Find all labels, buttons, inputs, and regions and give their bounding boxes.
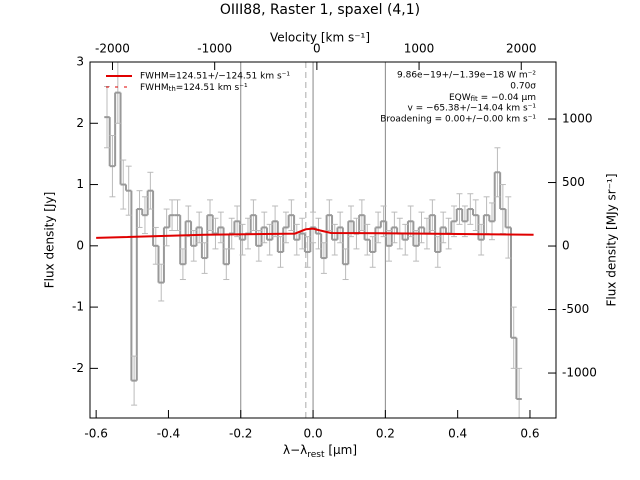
legend-sub: th xyxy=(169,85,176,93)
x-tick-label: -0.4 xyxy=(157,427,180,441)
annotation: EQWfit = −0.04 μm xyxy=(449,93,536,104)
y2-tick-label: 0 xyxy=(562,239,570,253)
x-tick-label: -0.6 xyxy=(84,427,107,441)
y-tick-label: 2 xyxy=(76,116,84,130)
legend-rest: =124.51 km s⁻¹ xyxy=(176,83,248,93)
x-axis-label: λ−λrest [μm] xyxy=(283,443,357,460)
y-tick-label: 3 xyxy=(76,55,84,69)
x2-tick-label: 2000 xyxy=(506,42,537,56)
annotation: Broadening = 0.00+/−0.00 km s⁻¹ xyxy=(380,115,536,125)
x2-tick-label: -1000 xyxy=(197,42,232,56)
model-line xyxy=(96,227,534,239)
eqw-main: EQW xyxy=(449,93,471,103)
y-tick-label: -1 xyxy=(72,300,84,314)
plot-frame xyxy=(89,61,557,419)
legend-main: FWHM xyxy=(140,83,169,93)
legend-label: FWHM=124.51+/−124.51 km s⁻¹ xyxy=(140,72,290,82)
annotation: 0.70σ xyxy=(510,82,536,92)
x-tick-label: 0.0 xyxy=(304,427,323,441)
annotation: v = −65.38+/−14.04 km s⁻¹ xyxy=(407,104,536,114)
x-label-main: λ−λ xyxy=(283,443,307,457)
eqw-sub: fit xyxy=(471,95,478,103)
x2-tick-label: 1000 xyxy=(404,42,435,56)
y2-axis-label: Flux density [MJy sr⁻¹] xyxy=(605,173,619,306)
x-tick-label: 0.6 xyxy=(520,427,539,441)
spectrum xyxy=(103,62,523,418)
x-label-rest: [μm] xyxy=(325,443,358,457)
eqw-rest: = −0.04 μm xyxy=(478,93,536,103)
x-tick-label: 0.2 xyxy=(376,427,395,441)
x-label-sub: rest xyxy=(307,450,325,460)
y-axis-label: Flux density [Jy] xyxy=(43,192,57,289)
y-tick-label: -2 xyxy=(72,361,84,375)
y2-tick-label: -500 xyxy=(562,302,589,316)
x2-tick-label: 0 xyxy=(313,42,321,56)
x2-axis-label: Velocity [km s⁻¹] xyxy=(270,31,370,45)
x-tick-label: 0.4 xyxy=(448,427,467,441)
x-tick-label: -0.2 xyxy=(229,427,252,441)
y2-tick-label: 500 xyxy=(562,175,585,189)
y-tick-label: 1 xyxy=(76,177,84,191)
x2-tick-label: -2000 xyxy=(95,42,130,56)
y2-tick-label: 1000 xyxy=(562,112,593,126)
y2-tick-label: -1000 xyxy=(562,366,597,380)
y-tick-label: 0 xyxy=(76,238,84,252)
chart-title: OIII88, Raster 1, spaxel (4,1) xyxy=(220,2,420,18)
legend-label: FWHMth=124.51 km s⁻¹ xyxy=(140,83,248,94)
annotation: 9.86e−19+/−1.39e−18 W m⁻² xyxy=(397,71,536,81)
